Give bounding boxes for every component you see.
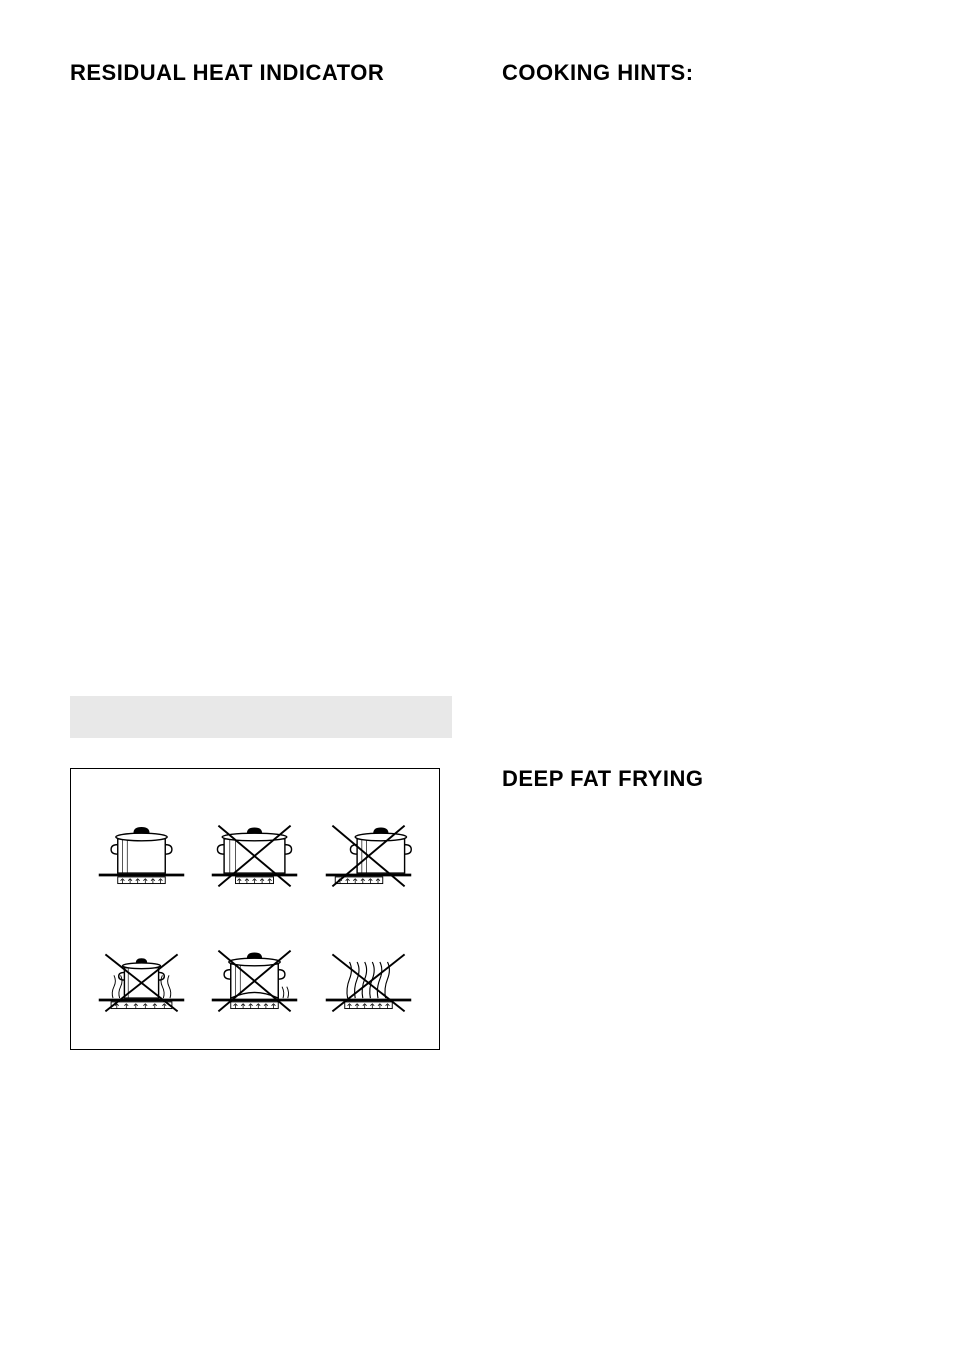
residual-heat-heading: RESIDUAL HEAT INDICATOR <box>70 60 452 86</box>
figure-grid <box>91 799 419 1019</box>
pot-offset <box>318 799 419 894</box>
pot-icon <box>94 924 189 1019</box>
pot-icon <box>321 799 416 894</box>
pot-icon <box>321 924 416 1019</box>
pot-icon <box>94 799 189 894</box>
deep-fat-frying-heading: DEEP FAT FRYING <box>502 766 884 792</box>
pot-correct <box>91 799 192 894</box>
pot-oversized <box>204 799 305 894</box>
pot-icon <box>207 924 302 1019</box>
pot-none <box>318 924 419 1019</box>
cooking-hints-heading: COOKING HINTS: <box>502 60 884 86</box>
figure-box <box>70 768 440 1050</box>
pot-undersized <box>91 924 192 1019</box>
pot-icon <box>207 799 302 894</box>
pot-uneven-base <box>204 924 305 1019</box>
callout-box <box>70 696 452 738</box>
